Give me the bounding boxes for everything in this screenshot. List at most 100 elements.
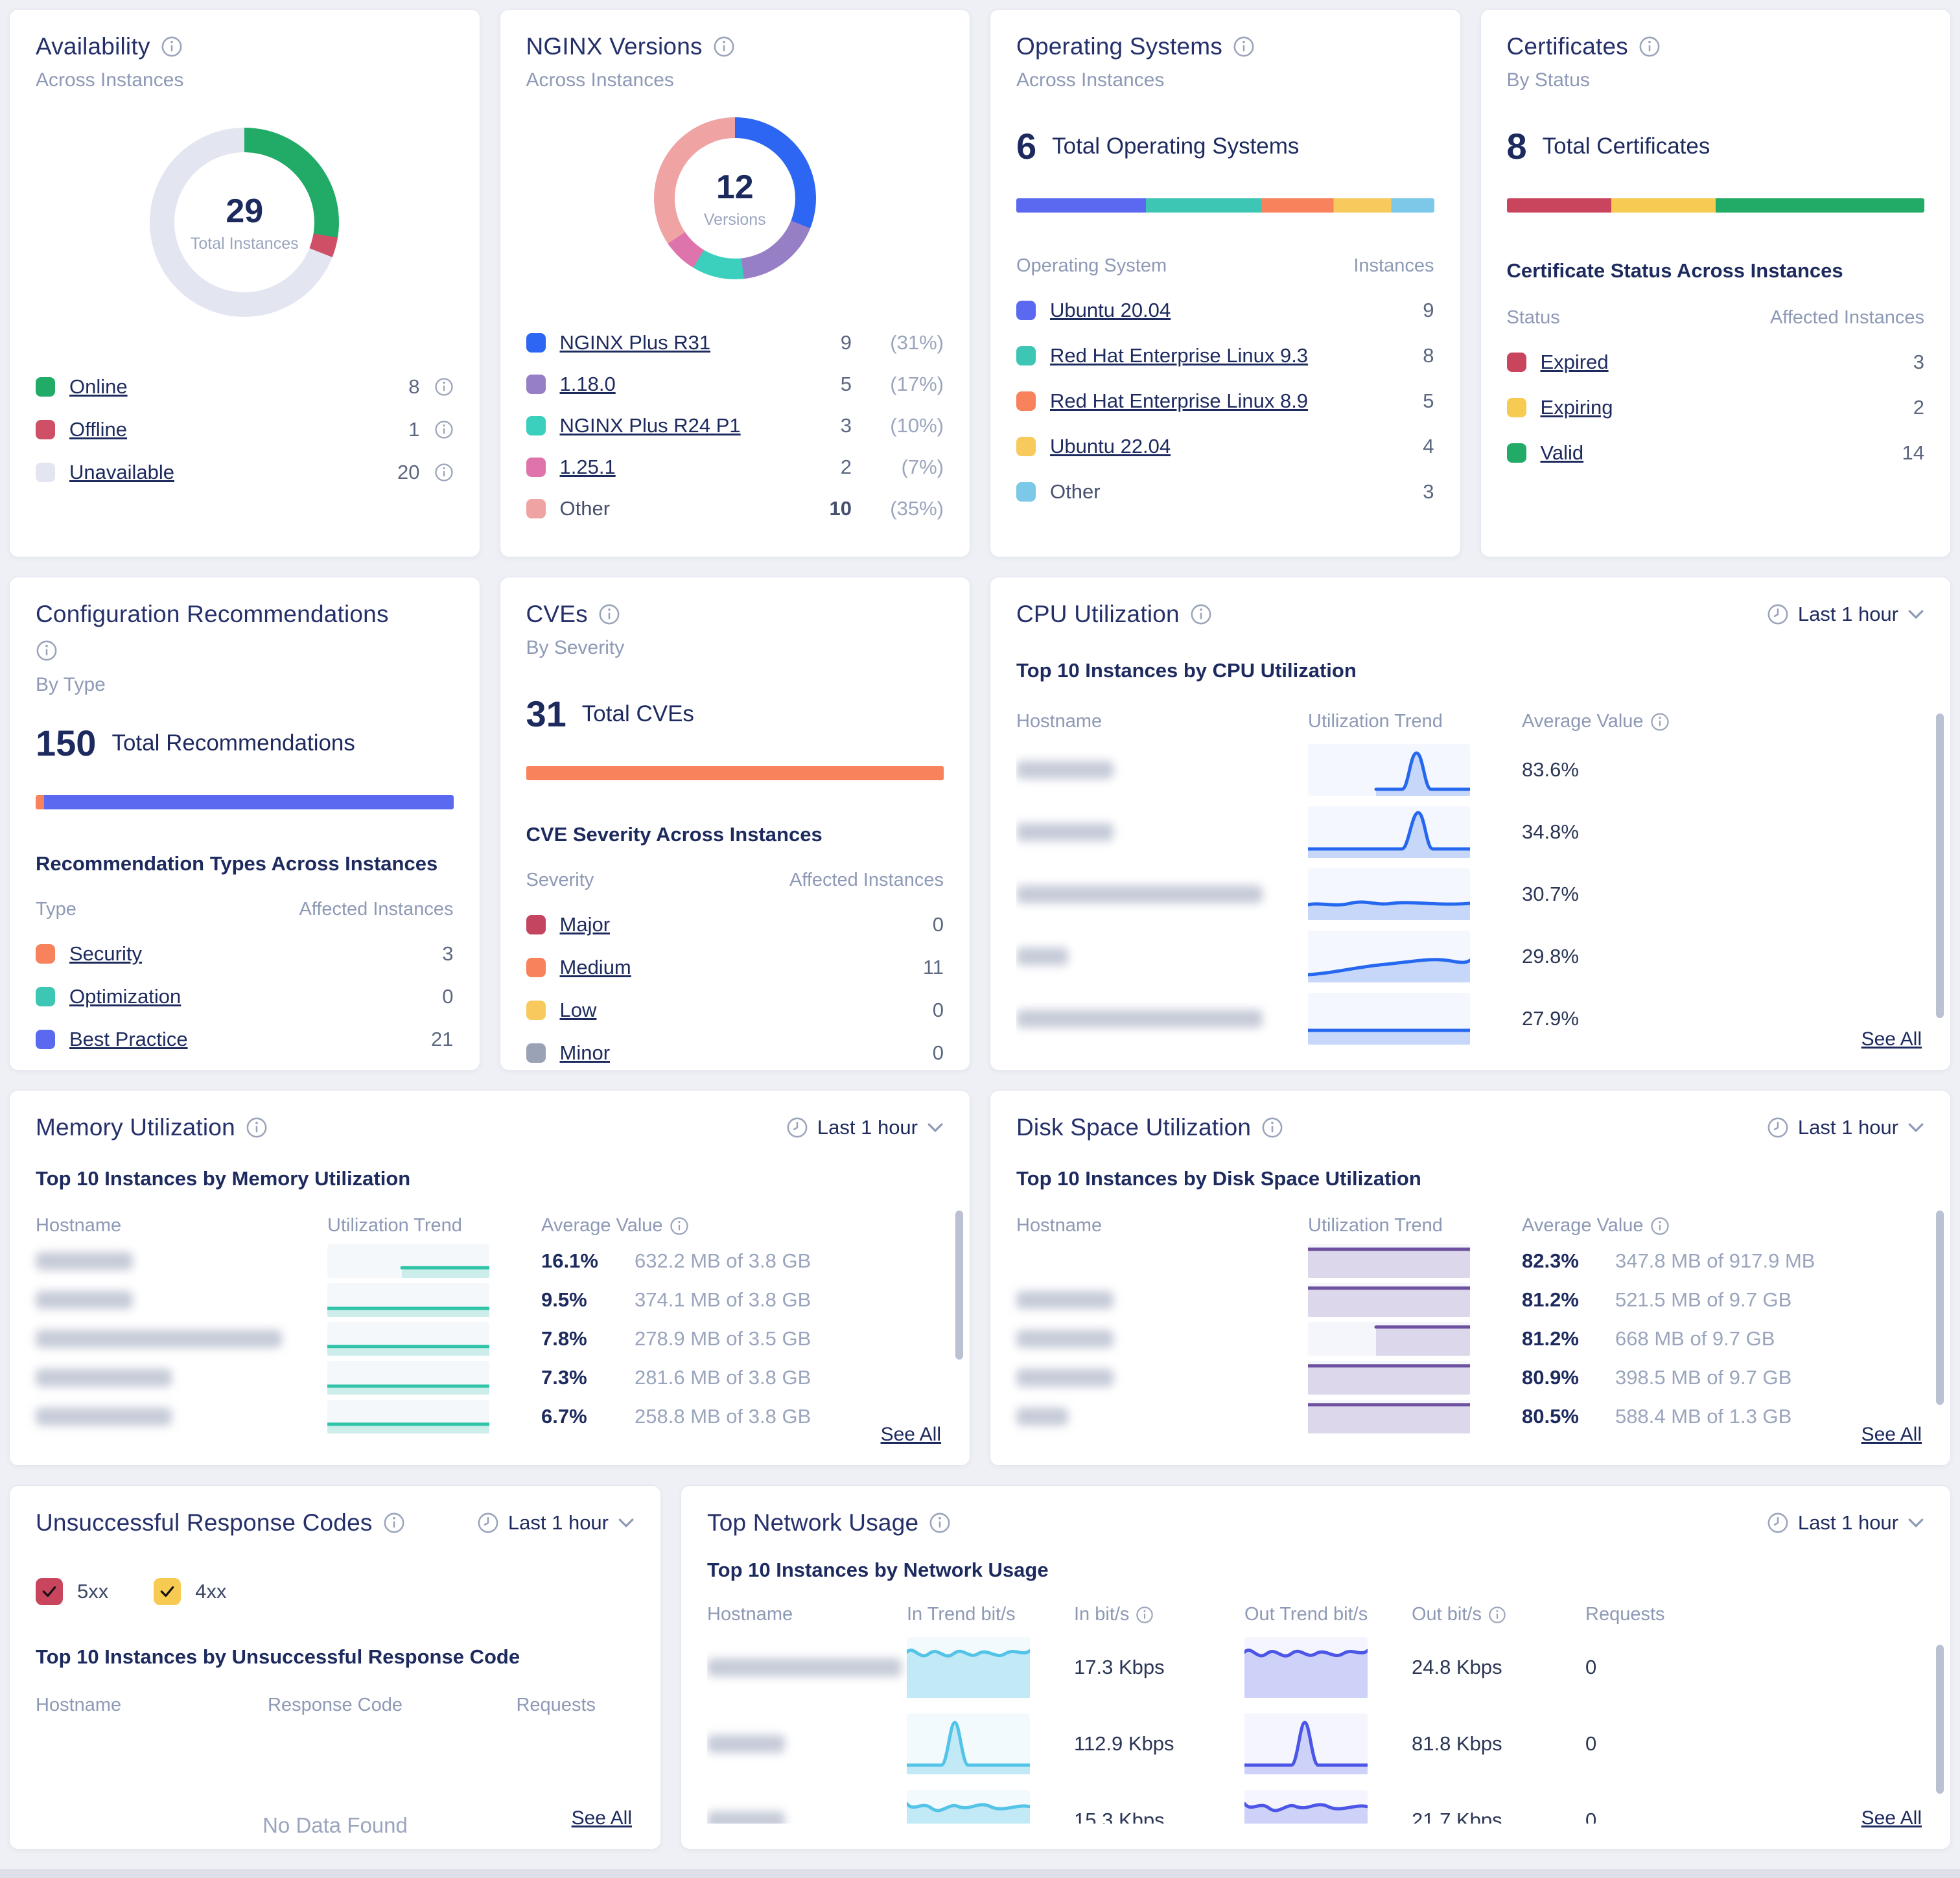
hostname-redacted xyxy=(1016,1291,1114,1309)
info-icon[interactable] xyxy=(713,36,735,58)
col-header-affected: Affected Instances xyxy=(299,899,454,920)
os-link[interactable]: Red Hat Enterprise Linux 9.3 xyxy=(1050,344,1309,367)
security-link[interactable]: Security xyxy=(69,942,142,965)
vertical-scrollbar[interactable] xyxy=(1936,713,1944,1018)
info-icon[interactable] xyxy=(598,603,620,625)
checkbox-4xx[interactable] xyxy=(154,1578,181,1605)
see-all-link[interactable]: See All xyxy=(1861,1807,1922,1829)
unavailable-link[interactable]: Unavailable xyxy=(69,461,174,483)
optimization-link[interactable]: Optimization xyxy=(69,985,181,1008)
expired-link[interactable]: Expired xyxy=(1540,351,1609,373)
low-link[interactable]: Low xyxy=(559,999,597,1021)
disk-pct: 81.2% xyxy=(1522,1327,1579,1350)
section-title: CVE Severity Across Instances xyxy=(526,823,822,846)
col-header-severity: Severity xyxy=(526,870,594,890)
legend-item-online: Online 8 xyxy=(36,375,454,399)
card-title: Unsuccessful Response Codes xyxy=(36,1509,373,1536)
memory-detail: 374.1 MB of 3.8 GB xyxy=(635,1288,811,1311)
disk-detail: 347.8 MB of 917.9 MB xyxy=(1615,1249,1815,1272)
cpu-value: 34.8% xyxy=(1522,820,1579,843)
disk-row: 81.2% 521.5 MB of 9.7 GB xyxy=(1016,1281,1924,1319)
requests-value: 0 xyxy=(1585,1656,1597,1678)
see-all-link[interactable]: See All xyxy=(1861,1028,1922,1050)
disk-row: 81.2% 668 MB of 9.7 GB xyxy=(1016,1319,1924,1358)
major-link[interactable]: Major xyxy=(559,913,611,936)
info-icon[interactable] xyxy=(1261,1117,1283,1139)
chevron-down-icon xyxy=(928,1123,943,1133)
col-header-hostname: Hostname xyxy=(1016,711,1102,732)
legend-item-other: Other 10 (35%) xyxy=(526,497,944,520)
info-icon[interactable] xyxy=(1136,1606,1154,1624)
version-swatch xyxy=(526,333,546,353)
legend-item-offline: Offline 1 xyxy=(36,418,454,441)
hostname-redacted xyxy=(1016,823,1114,841)
donut-center-value: 29 xyxy=(226,192,264,230)
info-icon[interactable] xyxy=(246,1117,268,1139)
checkbox-5xx[interactable] xyxy=(36,1578,63,1605)
col-header-hostname: Hostname xyxy=(1016,1215,1102,1236)
see-all-link[interactable]: See All xyxy=(880,1424,941,1445)
info-icon[interactable] xyxy=(434,377,454,397)
col-header-instances: Instances xyxy=(1353,255,1434,276)
hostname-redacted xyxy=(707,1735,785,1753)
info-icon[interactable] xyxy=(929,1512,951,1534)
os-link[interactable]: Red Hat Enterprise Linux 8.9 xyxy=(1050,389,1309,412)
in-rate-value: 15.3 Kbps xyxy=(1074,1809,1165,1824)
version-link[interactable]: 1.18.0 xyxy=(559,373,616,395)
info-icon[interactable] xyxy=(1190,603,1212,625)
vertical-scrollbar[interactable] xyxy=(1936,1645,1944,1794)
cpu-sparkline xyxy=(1308,868,1470,920)
version-link[interactable]: NGINX Plus R31 xyxy=(559,331,711,354)
vertical-scrollbar[interactable] xyxy=(1936,1211,1944,1405)
time-range-dropdown[interactable]: Last 1 hour xyxy=(1767,1116,1924,1139)
col-header-out-rate: Out bit/s xyxy=(1412,1604,1482,1625)
vertical-scrollbar[interactable] xyxy=(955,1211,963,1360)
disk-sparkline xyxy=(1308,1322,1470,1356)
total-certificates-label: Total Certificates xyxy=(1542,133,1710,159)
card-cves: CVEs By Severity 31 Total CVEs CVE Sever… xyxy=(499,577,970,1071)
info-icon[interactable] xyxy=(1233,36,1255,58)
info-icon[interactable] xyxy=(1650,712,1670,732)
info-icon[interactable] xyxy=(434,463,454,482)
info-icon[interactable] xyxy=(161,36,183,58)
info-icon[interactable] xyxy=(36,640,58,662)
time-range-dropdown[interactable]: Last 1 hour xyxy=(1767,1511,1924,1535)
memory-row: 16.1% 632.2 MB of 3.8 GB xyxy=(36,1242,944,1281)
version-link[interactable]: 1.25.1 xyxy=(559,456,616,478)
col-header-status: Status xyxy=(1506,307,1560,328)
offline-link[interactable]: Offline xyxy=(69,418,128,441)
time-range-dropdown[interactable]: Last 1 hour xyxy=(1767,603,1924,626)
best-practice-link[interactable]: Best Practice xyxy=(69,1028,188,1050)
os-link[interactable]: Ubuntu 20.04 xyxy=(1050,299,1171,321)
chevron-down-icon xyxy=(618,1518,634,1528)
col-header-average: Average Value xyxy=(1522,1215,1644,1236)
os-swatch xyxy=(1016,391,1036,411)
info-icon[interactable] xyxy=(434,420,454,439)
card-subtitle: By Severity xyxy=(526,637,625,658)
expiring-link[interactable]: Expiring xyxy=(1540,396,1613,419)
see-all-link[interactable]: See All xyxy=(571,1807,632,1829)
info-icon[interactable] xyxy=(1639,36,1661,58)
cve-severity-bar xyxy=(526,766,944,780)
info-icon[interactable] xyxy=(383,1512,405,1534)
minor-link[interactable]: Minor xyxy=(559,1041,611,1064)
info-icon[interactable] xyxy=(1650,1216,1670,1236)
valid-link[interactable]: Valid xyxy=(1540,441,1584,464)
availability-donut-chart: 29 Total Instances xyxy=(150,128,340,317)
card-nginx-versions: NGINX Versions Across Instances 12 Versi… xyxy=(499,9,970,557)
cpu-value: 27.9% xyxy=(1522,1007,1579,1030)
filter-4xx: 4xx xyxy=(154,1578,227,1605)
version-pct: (17%) xyxy=(890,373,944,395)
medium-link[interactable]: Medium xyxy=(559,956,631,979)
time-range-dropdown[interactable]: Last 1 hour xyxy=(786,1116,944,1139)
time-range-label: Last 1 hour xyxy=(508,1511,609,1534)
time-range-dropdown[interactable]: Last 1 hour xyxy=(477,1511,635,1535)
see-all-link[interactable]: See All xyxy=(1861,1424,1922,1445)
info-icon[interactable] xyxy=(1488,1606,1506,1624)
out-trend-sparkline xyxy=(1244,1713,1368,1774)
online-link[interactable]: Online xyxy=(69,375,128,398)
info-icon[interactable] xyxy=(670,1216,689,1236)
version-link[interactable]: NGINX Plus R24 P1 xyxy=(559,414,741,437)
os-link[interactable]: Ubuntu 22.04 xyxy=(1050,435,1171,458)
